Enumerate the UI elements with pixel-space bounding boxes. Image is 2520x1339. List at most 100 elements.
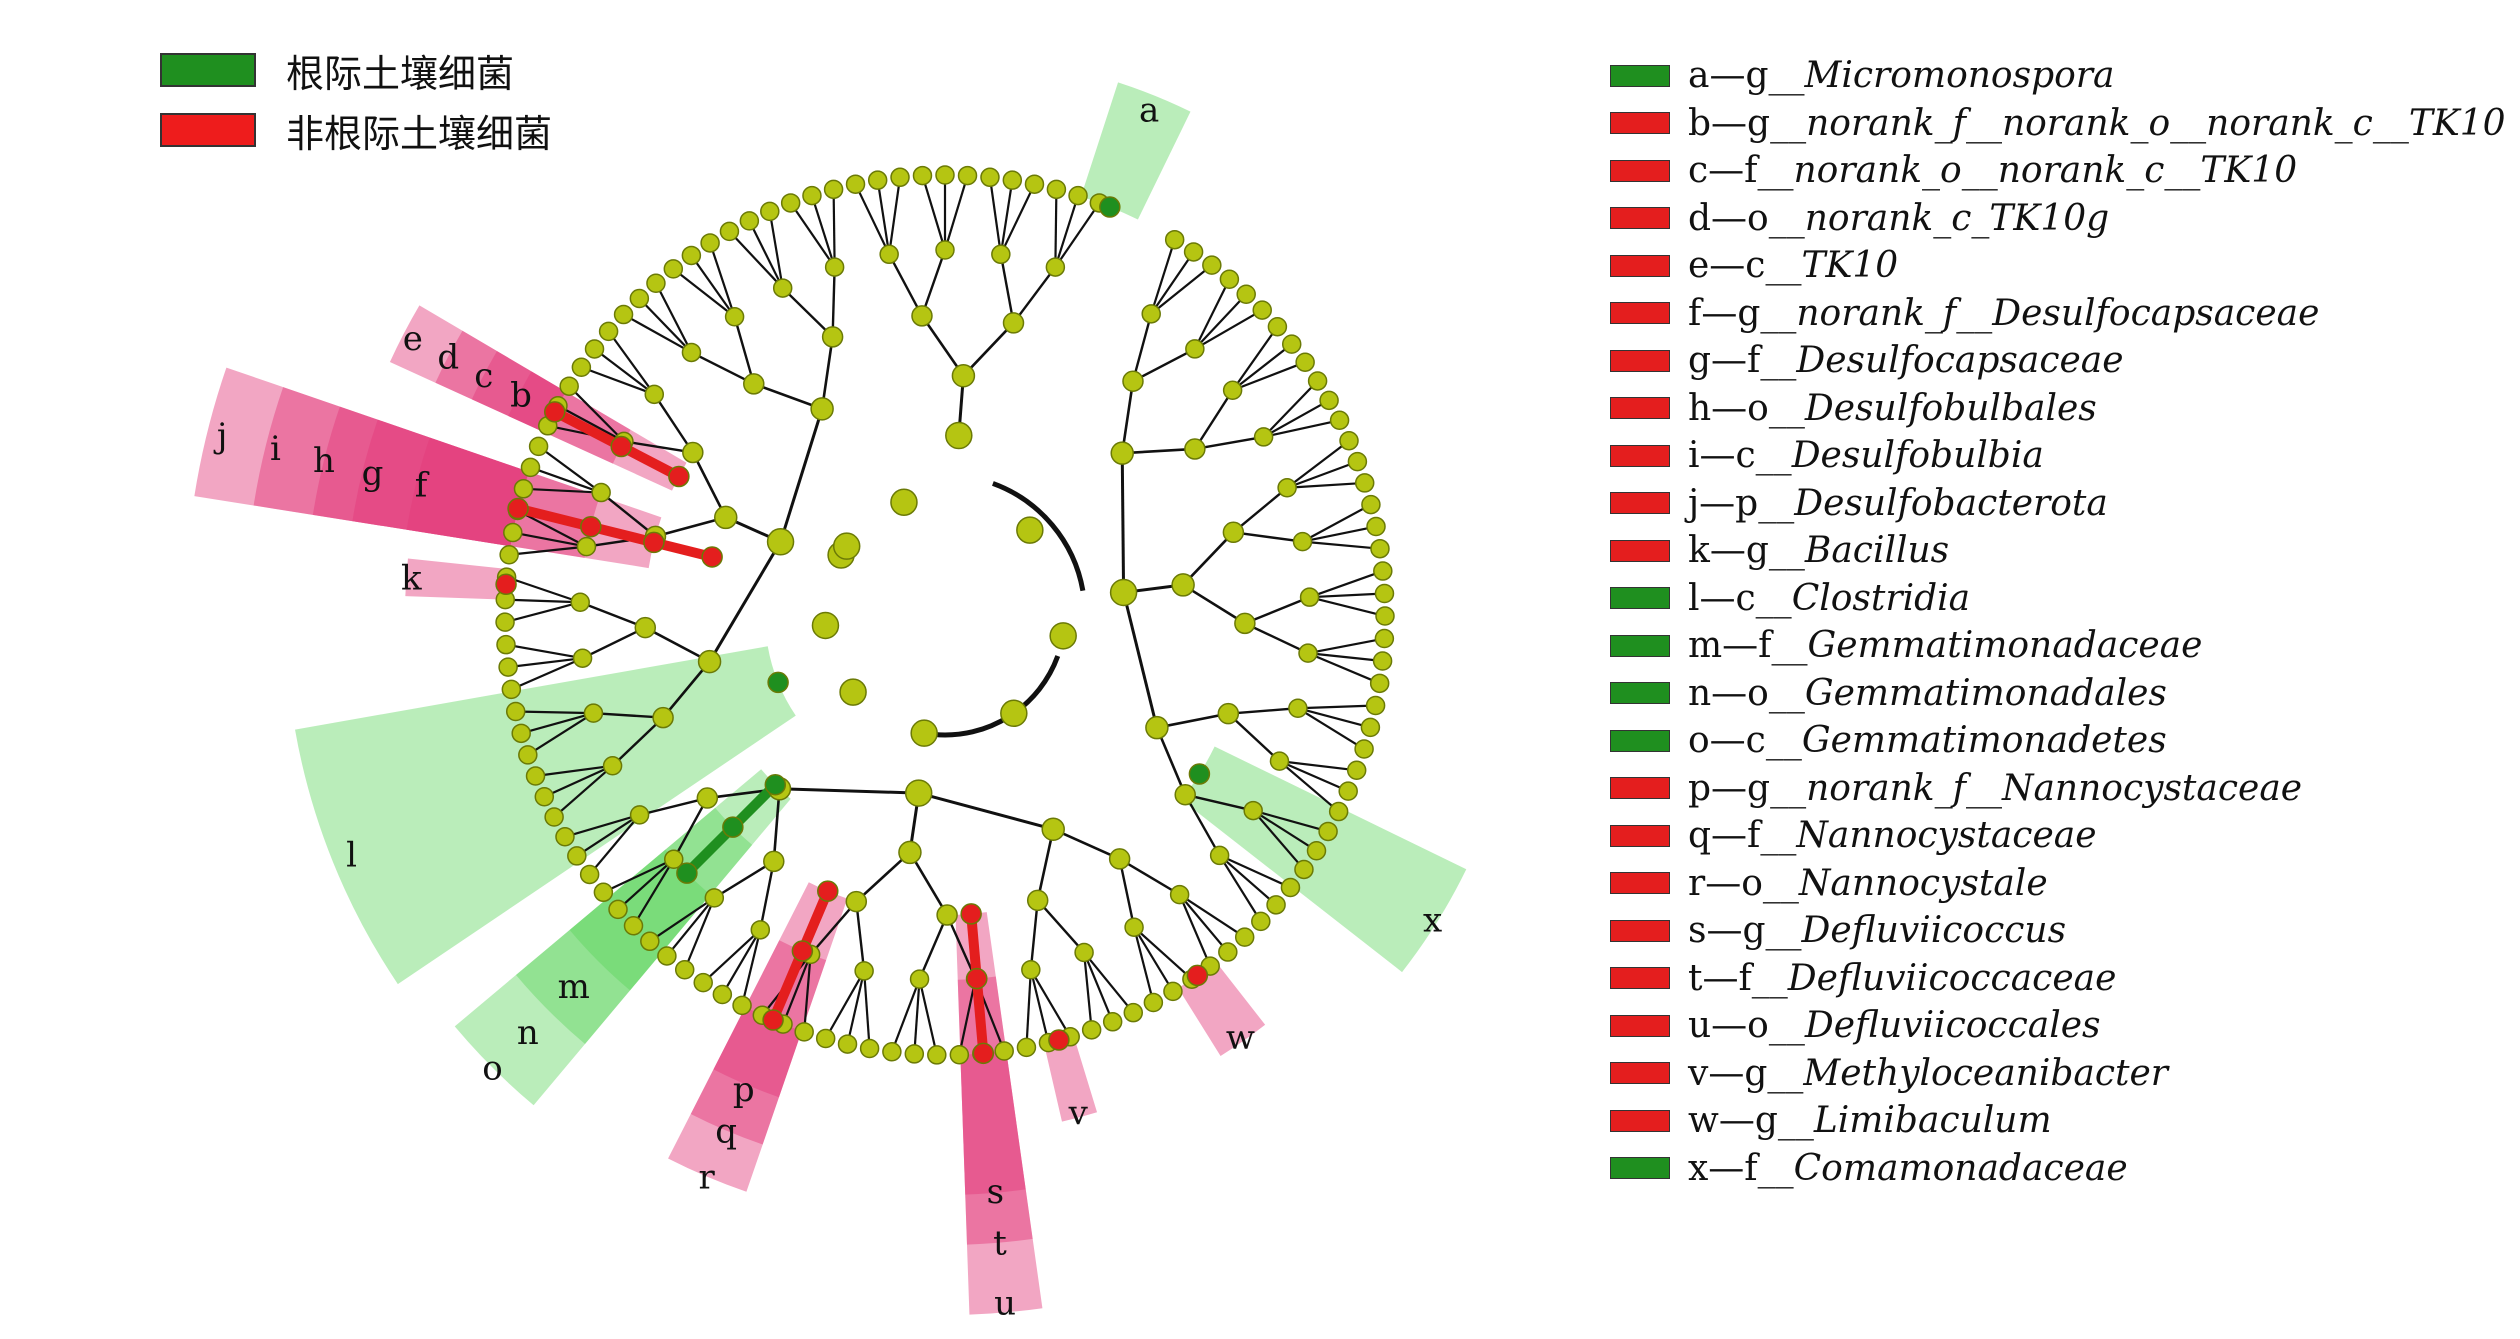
tree-node <box>579 864 600 885</box>
tree-edge <box>1309 596 1386 618</box>
tree-edge <box>768 211 784 289</box>
tree-node <box>505 701 526 722</box>
taxon-label: g—f__Desulfocapsaceae <box>1688 340 2124 381</box>
tree-node <box>1110 441 1134 465</box>
red-swatch <box>1610 1014 1670 1037</box>
tree-edge <box>1233 531 1303 543</box>
tree-edge <box>1182 583 1246 625</box>
tree-node <box>713 505 738 530</box>
tree-node <box>760 201 780 222</box>
tree-node <box>966 967 988 990</box>
tree-node <box>935 165 955 185</box>
tree-node <box>1346 760 1367 781</box>
tree-node <box>724 306 745 327</box>
tree-node <box>1251 911 1271 932</box>
tree-node <box>511 723 531 744</box>
taxon-label: n—o__Gemmatimonadales <box>1688 673 2167 714</box>
tree-node <box>593 882 614 903</box>
taxon-name: Comamonadaceae <box>1793 1147 2128 1189</box>
tree-node <box>1219 269 1240 290</box>
highlight-branch <box>589 521 656 548</box>
taxon-rank-prefix: x—f__ <box>1688 1147 1794 1189</box>
highlight-sector-h <box>312 406 529 547</box>
tree-edge <box>607 330 656 395</box>
taxon-name: Desulfobulbales <box>1804 387 2097 429</box>
taxon-name: Desulfocapsaceae <box>1796 340 2124 382</box>
clade-letters: a e d c b j i h g f k l onm rqp uts v w x <box>213 91 1442 1324</box>
taxon-rank-prefix: g—f__ <box>1688 340 1797 382</box>
taxon-legend-item: d—o__norank_c_TK10g <box>1610 195 2506 243</box>
tree-node <box>534 787 555 807</box>
taxon-legend-item: p—g__norank_f__Nannocystaceae <box>1610 765 2506 813</box>
tree-edge <box>1131 313 1153 382</box>
tree-edge <box>1231 326 1279 391</box>
tree-node <box>598 321 619 342</box>
tree-node <box>696 787 719 809</box>
tree-edge <box>512 531 587 548</box>
tree-node <box>697 649 722 674</box>
clade-letter-p: p <box>733 1070 755 1110</box>
taxon-rank-prefix: v—g__ <box>1688 1052 1804 1094</box>
tree-edge <box>623 313 692 354</box>
tree-edge <box>908 851 949 916</box>
tree-node <box>1184 438 1206 460</box>
tree-node <box>543 401 566 423</box>
tree-node <box>1328 801 1349 822</box>
tree-node <box>811 611 840 640</box>
taxon-legend-item: a—g__Micromonospora <box>1610 52 2506 100</box>
tree-edge <box>1133 926 1174 992</box>
tree-node <box>602 756 623 776</box>
taxon-legend-item: x—f__Comamonadaceae <box>1610 1145 2506 1193</box>
taxon-legend-item: q—f__Nannocystaceae <box>1610 812 2506 860</box>
tree-node <box>909 969 930 989</box>
clade-letter-e: e <box>403 319 423 359</box>
tree-node <box>646 273 666 294</box>
group-legend-item-rhizosphere: 根际土壤细菌 <box>160 40 552 100</box>
tree-edge <box>1228 707 1298 715</box>
tree-edge <box>600 491 657 538</box>
taxon-label: u—o__Defluviicoccales <box>1688 1005 2101 1046</box>
taxon-legend-item: b—g__norank_f__norank_o__norank_c__TK10 <box>1610 100 2506 148</box>
tree-edge <box>535 764 613 778</box>
tree-node <box>501 679 522 700</box>
tree-edge <box>1054 189 1058 268</box>
tree-edge <box>617 858 675 911</box>
tree-node <box>1222 521 1245 544</box>
group-label: 根际土壤细菌 <box>286 51 515 96</box>
tree-edge <box>1122 447 1195 455</box>
tree-edge <box>1122 592 1159 729</box>
clade-letter-w: w <box>1226 1018 1255 1058</box>
tree-edge <box>1232 361 1306 392</box>
tree-edge <box>999 254 1015 324</box>
taxon-legend-item: e—c__TK10 <box>1610 242 2506 290</box>
taxon-legend-item: l—c__Clostridia <box>1610 575 2506 623</box>
taxon-name: Gemmatimonadaceae <box>1807 625 2203 667</box>
taxon-name: norank_f__Desulfocapsaceae <box>1796 292 2320 334</box>
taxon-name: Clostridia <box>1791 577 1971 619</box>
clade-letter-j: j <box>213 416 228 456</box>
tree-node <box>663 259 684 279</box>
tree-node <box>719 221 740 242</box>
tree-node <box>1369 673 1390 694</box>
taxon-label: l—c__Clostridia <box>1688 578 1970 619</box>
tree-edge <box>789 202 836 268</box>
tree-edge <box>1286 439 1350 489</box>
green-swatch <box>1610 1157 1670 1180</box>
tree-node <box>704 888 725 908</box>
taxon-rank-prefix: d—o__ <box>1688 197 1805 239</box>
tree-node <box>1339 430 1359 451</box>
tree-edge <box>920 315 965 377</box>
tree-node <box>1108 848 1131 870</box>
tree-edge <box>921 175 947 251</box>
tree-node <box>1277 478 1297 498</box>
taxon-label: x—f__Comamonadaceae <box>1688 1148 2128 1189</box>
tree-node <box>1372 651 1393 671</box>
tree-node <box>1002 170 1023 190</box>
tree-edge <box>1263 419 1340 439</box>
tree-node <box>1145 715 1169 740</box>
taxon-legend-item: s—g__Defluviicoccus <box>1610 907 2506 955</box>
tree-node <box>821 326 844 348</box>
tree-node <box>1164 229 1185 250</box>
tree-edge <box>506 576 581 604</box>
tree-node <box>1202 255 1222 275</box>
